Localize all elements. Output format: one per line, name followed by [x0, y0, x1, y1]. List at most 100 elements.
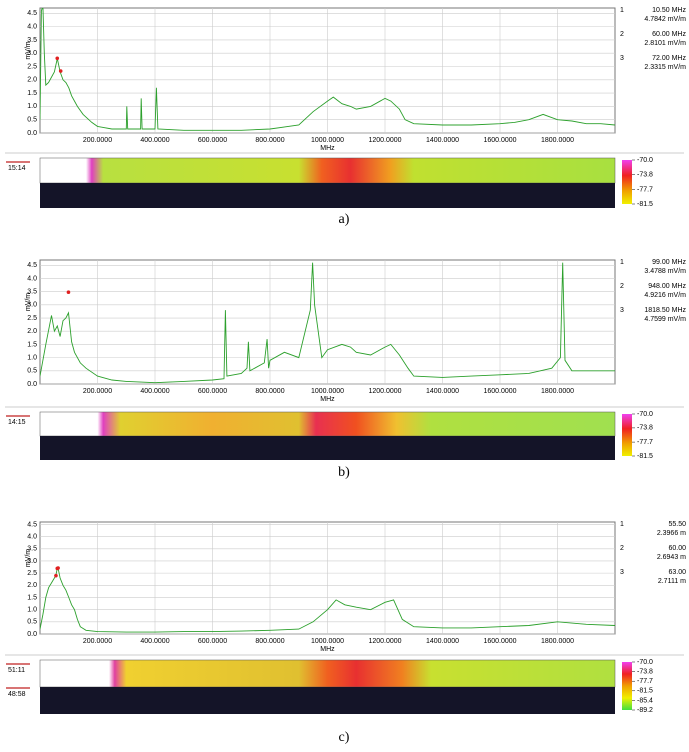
x-tick-label: 1600.0000: [483, 638, 516, 645]
x-tick-label: 1600.0000: [483, 137, 516, 144]
x-tick-label: 400.0000: [140, 638, 169, 645]
x-tick-label: 1200.0000: [368, 137, 401, 144]
y-tick-label: 1.5: [27, 594, 37, 601]
y-tick-label: 4.5: [27, 262, 37, 269]
waterfall-history: [40, 183, 615, 208]
x-tick-label: 1600.0000: [483, 388, 516, 395]
x-tick-label: 1000.0000: [311, 388, 344, 395]
x-tick-label: 600.0000: [198, 638, 227, 645]
x-axis-label: MHz: [320, 396, 335, 403]
colorbar-label: -81.5: [637, 688, 653, 695]
x-tick-label: 200.0000: [83, 638, 112, 645]
y-tick-label: 1.0: [27, 606, 37, 613]
readout-index: 1: [620, 521, 624, 528]
readout-index: 1: [620, 7, 624, 14]
caption: a): [339, 212, 350, 227]
marker-dot: [54, 573, 58, 578]
waterfall-band: [39, 157, 616, 184]
y-tick-label: 2.5: [27, 63, 37, 70]
x-axis-label: MHz: [320, 145, 335, 152]
x-tick-label: 1800.0000: [541, 137, 574, 144]
x-tick-label: 600.0000: [198, 388, 227, 395]
marker-dot: [56, 566, 60, 570]
y-axis-label: mV/m: [25, 549, 32, 567]
colorbar-label: -70.0: [637, 157, 653, 164]
x-tick-label: 1000.0000: [311, 638, 344, 645]
marker-dot: [58, 69, 63, 73]
readout-index: 1: [620, 259, 624, 266]
y-tick-label: 1.5: [27, 341, 37, 348]
readout-frequency: 10.50 MHz: [652, 7, 686, 14]
y-tick-label: 2.0: [27, 328, 37, 335]
readout-level: 2.7111 m: [658, 578, 686, 585]
spectrum-panel: 0.0 0.5 1.0 1.5 2.0 2.5 3.0 3.5 4.0 4.5 200.0000 40…: [5, 521, 686, 745]
readout-frequency: 60.00 MHz: [652, 31, 686, 38]
colorbar-label: -70.0: [637, 411, 653, 418]
x-tick-label: 600.0000: [198, 137, 227, 144]
readout-frequency: 72.00 MHz: [652, 55, 686, 62]
readout-index: 3: [620, 307, 624, 314]
readout-level: 4.9216 mV/m: [644, 292, 686, 299]
caption: c): [339, 730, 350, 745]
y-tick-label: 3.5: [27, 546, 37, 553]
readout-frequency: 55.50: [668, 521, 686, 528]
readout-index: 3: [620, 569, 624, 576]
x-tick-label: 1200.0000: [368, 638, 401, 645]
readout-level: 2.3315 mV/m: [644, 64, 686, 71]
marker-dot: [55, 56, 60, 61]
y-tick-label: 4.5: [27, 521, 37, 528]
colorbar-label: -70.0: [637, 659, 653, 666]
colorbar-label: -89.2: [637, 707, 653, 714]
waterfall-band: [39, 659, 616, 688]
y-tick-label: 1.0: [27, 103, 37, 110]
colorbar-label: -77.7: [637, 678, 653, 685]
y-tick-label: 1.5: [27, 90, 37, 97]
spectrum-line: [40, 262, 615, 384]
x-tick-label: 400.0000: [140, 388, 169, 395]
x-tick-label: 1400.0000: [426, 638, 459, 645]
y-tick-label: 0.0: [27, 130, 37, 137]
colorbar-label: -85.4: [637, 697, 653, 704]
marker-dot: [41, 4, 45, 8]
panels: 0.0 0.5 1.0 1.5 2.0 2.5 3.0 3.5 4.0 4.5 200.0000 40…: [5, 4, 686, 745]
y-tick-label: 4.5: [27, 10, 37, 17]
colorbar: [622, 414, 632, 456]
x-tick-label: 1800.0000: [541, 388, 574, 395]
readout-level: 4.7842 mV/m: [644, 16, 686, 23]
x-tick-label: 1400.0000: [426, 388, 459, 395]
marker-dot: [561, 260, 564, 261]
readout-level: 3.4788 mV/m: [644, 268, 686, 275]
colorbar-label: -77.7: [637, 439, 653, 446]
readout-frequency: 1818.50 MHz: [644, 307, 686, 314]
x-tick-label: 200.0000: [83, 388, 112, 395]
y-axis-label: mV/m: [25, 293, 32, 311]
y-tick-label: 4.0: [27, 23, 37, 30]
time-label: 14:15: [8, 419, 26, 426]
y-tick-label: 2.0: [27, 582, 37, 589]
readout-frequency: 60.00: [668, 545, 686, 552]
readout-level: 2.6943 m: [657, 554, 686, 561]
colorbar-label: -81.5: [637, 201, 653, 208]
y-tick-label: 4.0: [27, 275, 37, 282]
colorbar-label: -73.8: [637, 668, 653, 675]
y-tick-label: 0.5: [27, 619, 37, 626]
y-tick-label: 2.0: [27, 77, 37, 84]
x-tick-label: 1000.0000: [311, 137, 344, 144]
y-tick-label: 0.5: [27, 368, 37, 375]
x-tick-label: 200.0000: [83, 137, 112, 144]
readout-index: 2: [620, 31, 624, 38]
caption: b): [338, 465, 350, 480]
y-tick-label: 1.0: [27, 354, 37, 361]
marker-dot: [66, 290, 71, 295]
y-tick-label: 0.5: [27, 117, 37, 124]
y-tick-label: 3.0: [27, 302, 37, 309]
readout-index: 2: [620, 283, 624, 290]
readout-index: 2: [620, 545, 624, 552]
x-tick-label: 800.0000: [255, 638, 284, 645]
x-tick-label: 800.0000: [255, 388, 284, 395]
y-axis-label: mV/m: [25, 41, 32, 59]
y-tick-label: 2.5: [27, 570, 37, 577]
y-tick-label: 3.0: [27, 558, 37, 565]
waterfall-history: [40, 436, 615, 460]
